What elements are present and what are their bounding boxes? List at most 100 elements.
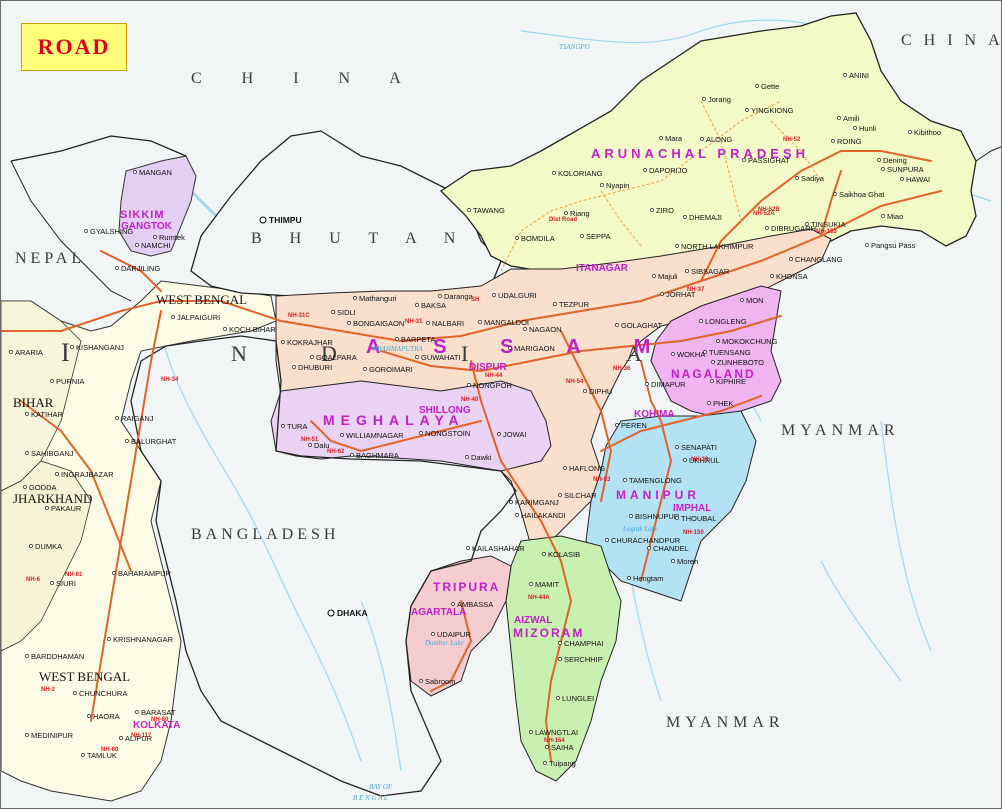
capital-aizwal: AIZWAL: [514, 615, 552, 626]
city-marker: [363, 367, 367, 371]
city-label: HAFLONG: [569, 464, 605, 473]
city-marker: [580, 234, 584, 238]
city-label: INGRAJBAZAR: [61, 470, 114, 479]
city-marker: [881, 167, 885, 171]
state-label-meghalaya: MEGHALAYA: [323, 412, 465, 428]
city-label: Tuipang: [549, 759, 576, 768]
route-label: NH-39: [691, 457, 709, 463]
city-label: KOLASIB: [548, 550, 580, 559]
city-marker: [515, 513, 519, 517]
city-label: MEDINIPUR: [31, 731, 74, 740]
city-marker: [558, 641, 562, 645]
city-marker: [467, 383, 471, 387]
route-label: NH-117: [131, 733, 152, 739]
city-marker: [115, 266, 119, 270]
state-label-westbengal-south: WEST BENGAL: [39, 669, 130, 684]
city-marker: [467, 208, 471, 212]
city-marker: [627, 576, 631, 580]
capital-kolkata: KOLKATA: [133, 720, 180, 731]
city-marker: [135, 243, 139, 247]
route-label: NH-31C: [288, 313, 310, 319]
route-label: NH-37: [687, 287, 705, 293]
city-marker: [908, 130, 912, 134]
city-marker: [685, 269, 689, 273]
city-label: NAMCHI: [141, 241, 171, 250]
city-marker: [699, 319, 703, 323]
city-marker: [29, 544, 33, 548]
city-marker: [25, 451, 29, 455]
city-label: HAWAI: [906, 175, 930, 184]
route-label: NH-44A: [528, 595, 550, 601]
city-marker: [716, 339, 720, 343]
city-label: SIDLI: [337, 308, 356, 317]
city-label: PURNIA: [56, 377, 84, 386]
city-marker: [675, 244, 679, 248]
city-marker: [583, 389, 587, 393]
city-label: TAMENGLONG: [629, 476, 682, 485]
city-marker: [415, 355, 419, 359]
city-marker: [23, 485, 27, 489]
city-label: KIPHIRE: [716, 377, 746, 386]
city-label: PAKAUR: [51, 504, 82, 513]
city-marker: [25, 733, 29, 737]
route-label: NH-153: [816, 229, 837, 235]
city-marker: [671, 559, 675, 563]
city-label: Hengtam: [633, 574, 663, 583]
route-label: NH-51: [301, 437, 319, 443]
city-marker: [650, 208, 654, 212]
city-marker: [564, 211, 568, 215]
capital-gangtok: GANGTOK: [121, 221, 173, 232]
route-label: NH-6: [26, 577, 41, 583]
water-label-bay2: B E N G A L: [353, 794, 388, 802]
city-label: DHEMAJI: [689, 213, 722, 222]
city-label: NAGAON: [529, 325, 562, 334]
city-marker: [308, 443, 312, 447]
capital-kohima: KOHIMA: [634, 409, 675, 420]
city-marker: [645, 382, 649, 386]
city-label: CHANGLANG: [795, 255, 843, 264]
city-label: ARARIA: [15, 348, 43, 357]
city-label: Dawki: [471, 453, 492, 462]
route-label: NH-44: [485, 373, 503, 379]
city-label: DIMAPUR: [651, 380, 686, 389]
city-label: PHEK: [713, 399, 733, 408]
city-marker: [881, 214, 885, 218]
city-label: MAMIT: [535, 580, 560, 589]
route-label: NH-36: [613, 366, 631, 372]
india-letter-n: N: [231, 341, 247, 366]
city-label: BAHARAMPUR: [118, 569, 172, 578]
city-label: Dening: [883, 156, 907, 165]
city-marker: [478, 320, 482, 324]
city-marker: [740, 298, 744, 302]
city-label: UDALGURI: [498, 291, 537, 300]
city-marker: [605, 538, 609, 542]
city-label: THOUBAL: [681, 514, 716, 523]
city-label: Rumtek: [159, 233, 185, 242]
city-label: Gette: [761, 82, 779, 91]
city-label: MANGALDOI: [484, 318, 529, 327]
city-marker: [492, 293, 496, 297]
city-marker: [415, 303, 419, 307]
city-marker: [659, 136, 663, 140]
city-label: KOKRAJHAR: [287, 338, 333, 347]
capital-imphal: IMPHAL: [673, 503, 711, 514]
city-label: MON: [746, 296, 764, 305]
city-label: NALBARI: [432, 319, 464, 328]
city-label: SEPPA: [586, 232, 610, 241]
city-label: LAWNGTLAI: [535, 728, 578, 737]
city-label: MOKOKCHUNG: [722, 337, 778, 346]
city-label: Nyapin: [606, 181, 629, 190]
city-marker: [45, 506, 49, 510]
city-label: TINSUKIA: [811, 220, 846, 229]
city-marker: [529, 582, 533, 586]
city-label: DAPORIJO: [649, 166, 688, 175]
city-label: Kibithoo: [914, 128, 941, 137]
city-label: NORTH LAKHIMPUR: [681, 242, 754, 251]
city-label: BAGHMARA: [356, 451, 399, 460]
city-label: BONGAIGAON: [353, 319, 404, 328]
city-label: LUNGLEI: [562, 694, 594, 703]
route-label: NH-2: [41, 687, 56, 693]
city-marker: [331, 310, 335, 314]
city-marker: [509, 500, 513, 504]
